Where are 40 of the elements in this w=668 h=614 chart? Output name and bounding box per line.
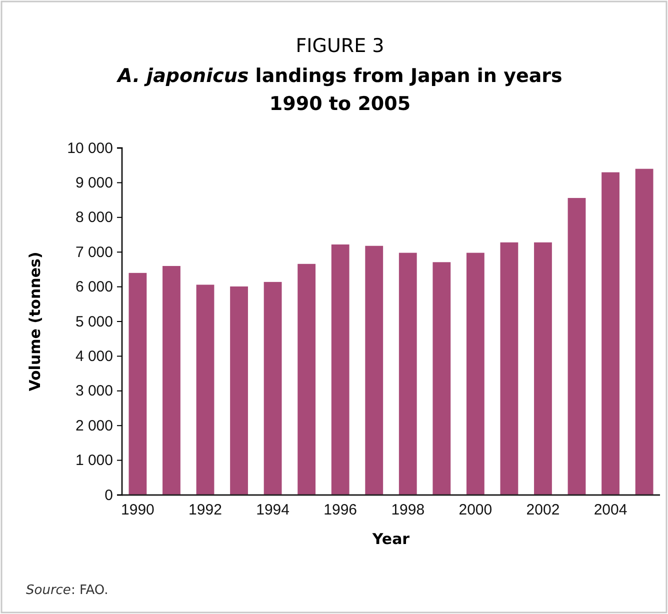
x-axis-title: Year: [371, 530, 410, 548]
bar: [298, 264, 316, 495]
bar: [128, 272, 147, 495]
x-tick-label: 1990: [121, 502, 154, 518]
bar: [534, 242, 552, 495]
y-tick-label: 2 000: [75, 417, 113, 434]
x-tick-label: 2002: [526, 502, 560, 518]
bar: [162, 266, 180, 495]
y-tick-label: 9 000: [75, 174, 113, 192]
x-tick-label: 1992: [188, 502, 222, 518]
x-tick-label: 2000: [458, 502, 492, 518]
bar: [432, 262, 451, 495]
bar: [331, 244, 350, 495]
chart-title: FIGURE 3: [296, 35, 384, 57]
bar: [230, 286, 248, 495]
y-tick-label: 7 000: [75, 244, 113, 261]
y-tick-label: 6 000: [75, 278, 113, 296]
bar: [196, 284, 214, 495]
bar: [466, 252, 484, 495]
bar: [264, 282, 282, 495]
y-tick-label: 4 000: [75, 348, 113, 365]
x-tick-label: 2004: [594, 502, 628, 518]
y-tick-label: 10 000: [67, 140, 113, 157]
y-tick-label: 3 000: [75, 382, 113, 400]
y-axis-title: Volume (tonnes): [26, 252, 44, 392]
x-tick-label: 1994: [256, 502, 290, 518]
x-tick-label: 1996: [324, 502, 358, 518]
bar: [568, 198, 586, 495]
y-tick-label: 1 000: [75, 452, 113, 470]
bar: [365, 246, 384, 495]
bar: [500, 242, 518, 495]
bar: [635, 168, 654, 495]
y-tick-label: 5 000: [75, 313, 113, 330]
text: A. japonicus landings from Japan in years 1990 to 2005: [118, 65, 562, 115]
source-note: Source: FAO.: [26, 583, 108, 598]
x-tick-label: 1998: [391, 502, 425, 518]
y-tick-label: 8 000: [75, 209, 113, 226]
bar: [398, 252, 417, 495]
bar: [602, 172, 620, 495]
y-tick-label: 0: [104, 486, 113, 504]
